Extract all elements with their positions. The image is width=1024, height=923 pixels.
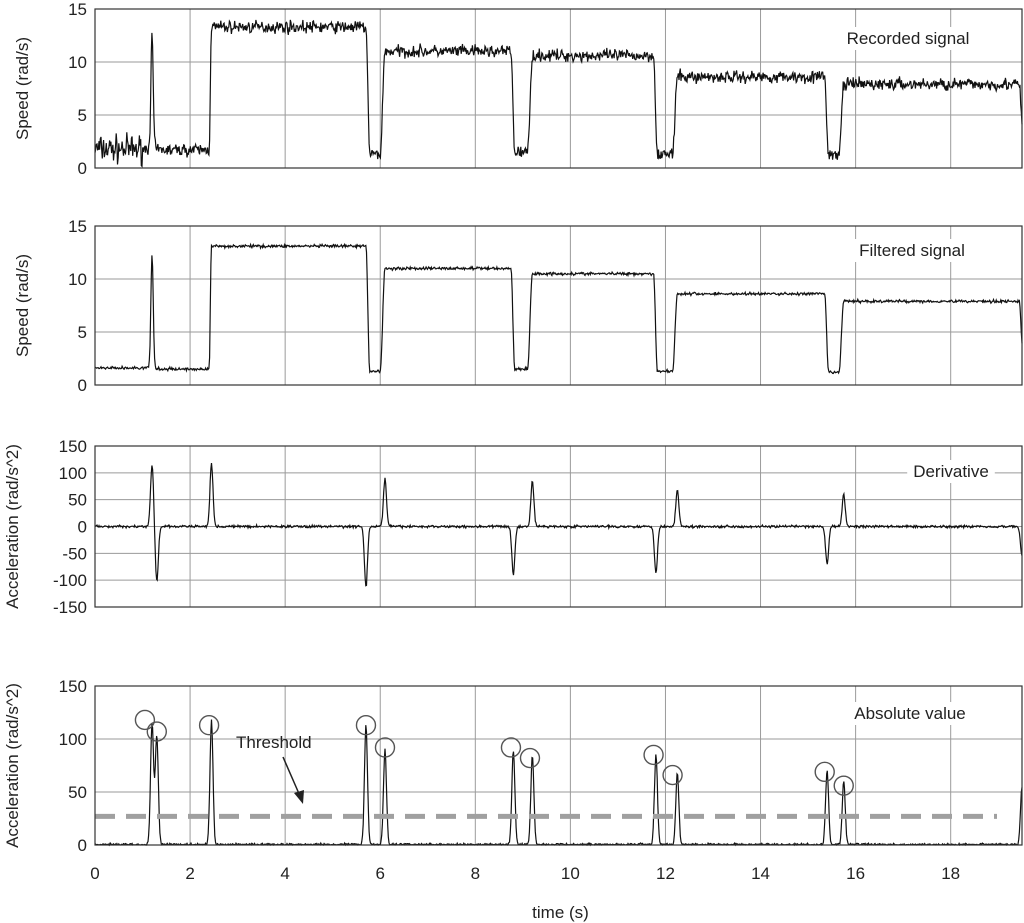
annotation-background [848, 702, 972, 725]
threshold-label: Threshold [236, 733, 312, 752]
panel-annotation: Recorded signal [847, 29, 970, 48]
y-tick-label: 15 [68, 217, 87, 236]
threshold-arrow [282, 756, 301, 797]
y-tick-label: 150 [59, 437, 87, 456]
y-tick-label: 10 [68, 270, 87, 289]
annotation-background [840, 27, 976, 50]
x-tick-label: 4 [280, 864, 289, 883]
x-tick-label: 14 [751, 864, 770, 883]
annotation-background [853, 239, 971, 262]
y-axis-label: Acceleration (rad/s^2) [3, 444, 22, 609]
y-tick-label: 5 [78, 106, 87, 125]
y-tick-labels: 0 5 10 15 [68, 217, 87, 395]
panel-annotation: Absolute value [854, 704, 966, 723]
y-tick-labels: 0 5 10 15 [68, 0, 87, 178]
detected-peak-marker [643, 744, 664, 766]
y-tick-label: -50 [62, 544, 87, 563]
y-axis-label: Speed (rad/s) [13, 37, 32, 140]
detected-peak-marker [374, 737, 396, 758]
gridlines [95, 226, 1022, 385]
y-tick-label: 5 [78, 323, 87, 342]
plot-frame [94, 685, 1023, 846]
y-tick-labels: -150 -100 -50 0 50 100 150 [53, 437, 87, 617]
panel-annotation: Derivative [913, 462, 989, 481]
panel-recorded: 0 5 10 15 Speed (rad/s) Recorded signal [13, 0, 1023, 178]
plot-frame [94, 8, 1023, 169]
x-tick-label: 16 [846, 864, 865, 883]
detected-peak-marker [833, 775, 854, 796]
detected-peak-marker [814, 761, 835, 783]
detected-peak-marker [662, 764, 683, 786]
plot-frame [94, 445, 1023, 608]
annotation-background [907, 460, 995, 483]
detected-peak-marker [198, 715, 220, 736]
plot-frame [94, 225, 1023, 386]
detected-peak-marker [355, 715, 377, 736]
y-axis-label: Speed (rad/s) [13, 254, 32, 357]
y-tick-label: 0 [78, 376, 87, 395]
x-tick-labels: 0 2 4 6 8 10 12 14 16 18 [90, 864, 960, 883]
panel-annotation: Filtered signal [859, 241, 965, 260]
y-tick-label: 0 [78, 518, 87, 537]
y-tick-label: -100 [53, 571, 87, 590]
detected-peak-marker [500, 737, 522, 758]
y-tick-label: 10 [68, 53, 87, 72]
x-tick-label: 0 [90, 864, 99, 883]
x-tick-label: 8 [471, 864, 480, 883]
x-tick-label: 2 [185, 864, 194, 883]
y-tick-label: 50 [68, 491, 87, 510]
threshold-arrowhead [294, 790, 304, 804]
signal-line [94, 19, 1023, 168]
panel-derivative: -150 -100 -50 0 50 100 150 Acceleration (rad/s^… [3, 437, 1023, 617]
y-tick-label: 50 [68, 783, 87, 802]
y-tick-label: -150 [53, 598, 87, 617]
y-tick-labels: 0 50 100 150 [59, 677, 87, 855]
detected-peak-marker [519, 747, 541, 769]
detected-peaks [134, 709, 854, 796]
y-tick-label: 0 [78, 159, 87, 178]
x-tick-label: 10 [561, 864, 580, 883]
y-tick-label: 0 [78, 836, 87, 855]
signal-line [94, 242, 1023, 375]
signal-line [94, 463, 1023, 587]
x-tick-label: 6 [375, 864, 384, 883]
x-tick-label: 18 [941, 864, 960, 883]
detected-peak-marker [146, 721, 168, 742]
detected-peak-marker [134, 709, 156, 731]
y-tick-label: 15 [68, 0, 87, 19]
y-tick-label: 100 [59, 464, 87, 483]
y-axis-label: Acceleration (rad/s^2) [3, 683, 22, 848]
panel-filtered: 0 5 10 15 Speed (rad/s) Filtered signal [13, 217, 1023, 395]
y-tick-label: 150 [59, 677, 87, 696]
x-axis-label: time (s) [532, 903, 589, 922]
x-tick-label: 12 [656, 864, 675, 883]
y-tick-label: 100 [59, 730, 87, 749]
